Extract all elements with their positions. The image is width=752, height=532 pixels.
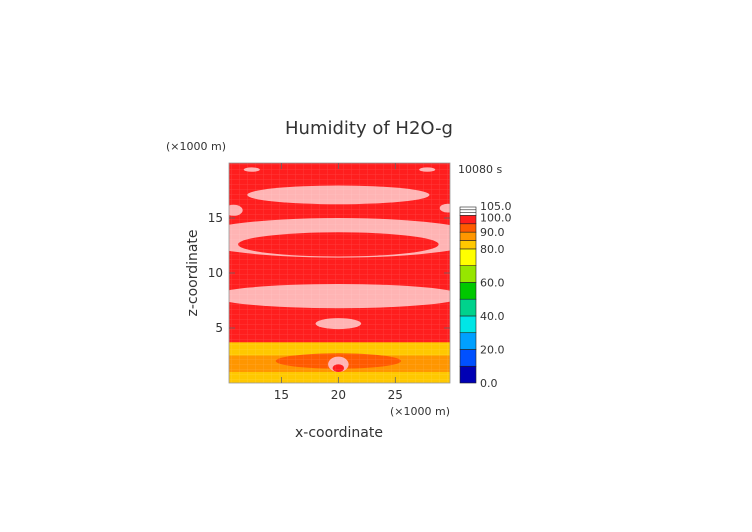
chart-title: Humidity of H2O-g — [285, 118, 453, 139]
axis-ticks: 15 20 25 5 10 15 — [208, 163, 450, 402]
grid-mesh — [229, 163, 450, 383]
colorbar-label: 20.0 — [480, 343, 505, 356]
colorbar-segment — [459, 282, 477, 300]
colorbar-label: 60.0 — [480, 276, 505, 289]
colorbar-segment — [459, 315, 477, 334]
y-axis-label: z-coordinate — [185, 229, 201, 316]
time-label: 10080 s — [458, 163, 502, 176]
x-tick-label: 15 — [274, 388, 289, 402]
colorbar-label: 0.0 — [480, 377, 498, 390]
colorbar-segment — [459, 265, 477, 283]
colorbar-segment — [459, 240, 477, 250]
x-axis-unit: (×1000 m) — [390, 405, 450, 418]
x-axis-label: x-coordinate — [295, 425, 383, 441]
y-tick-label: 15 — [208, 211, 223, 225]
colorbar-segment — [459, 223, 477, 233]
colorbar-segment — [459, 231, 477, 241]
colorbar-segment — [459, 349, 477, 367]
colorbar-label: 80.0 — [480, 243, 505, 256]
colorbar-label: 40.0 — [480, 310, 505, 323]
y-axis-unit: (×1000 m) — [166, 140, 226, 153]
x-tick-label: 20 — [331, 388, 346, 402]
colorbar-segment — [459, 215, 477, 225]
colorbar-label: 105.0 — [480, 200, 512, 213]
colorbar-segment — [459, 298, 477, 317]
colorbar-segment — [459, 365, 477, 384]
colorbar-segment — [459, 332, 477, 350]
colorbar-label: 90.0 — [480, 226, 505, 239]
colorbar-segment — [459, 248, 477, 266]
colorbar-segment — [459, 206, 477, 216]
y-tick-label: 10 — [208, 266, 223, 280]
y-tick-label: 5 — [215, 321, 223, 335]
colorbar-label: 100.0 — [480, 211, 512, 224]
x-tick-label: 25 — [388, 388, 403, 402]
